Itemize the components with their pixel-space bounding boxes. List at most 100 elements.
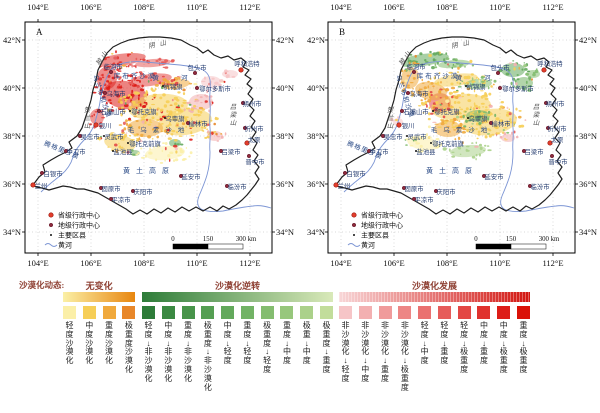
patch-speckle [170, 133, 174, 136]
patch-speckle [190, 135, 195, 137]
map-legend-label: 黄河 [58, 241, 72, 250]
legend-item-label: 极 重 度 ↓ 非 沙 漠 化 [203, 321, 212, 392]
legend-item-label: 极 重 度 ↓ 重 度 [322, 321, 331, 374]
patch-speckle [506, 131, 510, 134]
patch-speckle [466, 87, 471, 91]
patch-speckle [521, 68, 524, 71]
patch-speckle [483, 131, 486, 134]
patch-speckle [149, 111, 152, 114]
patch-speckle [110, 93, 113, 96]
patch-speckle [493, 125, 498, 129]
county-dot [103, 135, 105, 137]
legend-group-name: 沙漠化发展 [411, 281, 458, 291]
provincial-capital-dot [93, 122, 99, 128]
lat-label-left: 40°N [306, 82, 325, 93]
scale-bar-white [207, 243, 244, 250]
patch-speckle [457, 110, 461, 114]
patch-speckle [445, 96, 449, 100]
patch-speckle [443, 106, 446, 111]
patch-speckle [495, 117, 500, 121]
patch-speckle [176, 99, 180, 102]
patch-speckle [175, 131, 179, 134]
physio-label-mountain: 贺兰山 [84, 106, 92, 130]
patch-speckle [499, 105, 504, 108]
patch-speckle [495, 132, 500, 135]
city-label: 临汾市 [531, 182, 550, 191]
patch-speckle [144, 75, 148, 79]
lat-label-right: 34°N [276, 226, 295, 237]
patch-speckle [475, 93, 478, 98]
patch-speckle [125, 132, 128, 134]
patch-speckle [121, 136, 126, 139]
city-label: 忻州市 [548, 124, 567, 133]
patch-speckle [166, 128, 171, 132]
legend-swatch [398, 306, 412, 319]
patch-speckle [484, 144, 487, 147]
lon-label-top: 110°E [489, 2, 511, 12]
map-legend-label: 省级行政中心 [361, 211, 403, 220]
patch-speckle [143, 113, 148, 117]
county-dot [50, 234, 52, 236]
patch-speckle [124, 98, 127, 103]
patch-speckle [434, 66, 438, 69]
provincial-capital-dot [48, 212, 54, 218]
patch-speckle [136, 138, 140, 140]
patch-speckle [188, 109, 191, 112]
city-label: 庆阳市 [134, 187, 153, 196]
patch-speckle [458, 82, 461, 85]
patch-speckle [455, 89, 459, 92]
patch-speckle [211, 77, 215, 80]
patch-speckle [220, 133, 223, 135]
physio-label-mountain: 吕梁山 [533, 103, 540, 127]
prefecture-capital-dot [351, 222, 357, 228]
patch-blob [127, 119, 163, 137]
patch-speckle [201, 126, 204, 129]
patch-speckle [125, 65, 128, 68]
patch-speckle [164, 129, 167, 133]
patch-speckle [428, 83, 432, 85]
patch-speckle [195, 99, 200, 102]
patch-speckle [103, 65, 106, 69]
patch-speckle [159, 116, 162, 119]
patch-speckle [169, 104, 173, 106]
patch-speckle [439, 97, 442, 99]
patch-speckle [463, 81, 465, 85]
char: 吕 [230, 103, 237, 111]
patch-speckle [478, 79, 480, 83]
patch-speckle [525, 80, 528, 84]
legend-item-label: 极 重 度 沙 漠 化 [124, 321, 133, 374]
physio-label-riverlab: 黄河 [153, 73, 210, 82]
patch-speckle [486, 80, 489, 82]
city-label: 延安市 [182, 172, 201, 181]
patch-speckle [136, 79, 140, 82]
patch-speckle [133, 78, 136, 81]
patch-speckle [129, 102, 132, 107]
patch-speckle [134, 111, 137, 115]
legend-swatch [280, 306, 294, 319]
patch-speckle [169, 151, 174, 155]
patch-speckle [107, 146, 110, 148]
scale-bar-white [510, 243, 547, 250]
patch-speckle [505, 113, 510, 117]
patch-speckle [173, 144, 178, 148]
char: 兰 [84, 114, 91, 122]
legend-item-label: 非 沙 漠 化 ↓ 中 度 [361, 321, 370, 383]
patch-speckle [110, 109, 115, 112]
patch-speckle [453, 129, 457, 131]
patch-speckle [506, 106, 509, 110]
patch-speckle [183, 117, 186, 119]
patch-speckle [183, 108, 186, 112]
city-label: 晋中市 [549, 157, 568, 166]
patch-speckle [92, 91, 97, 94]
city-label: 盐池县 [114, 147, 133, 156]
patch-speckle [466, 149, 470, 152]
legend-item-label: 重 度 ↓ 极 重 度 [519, 321, 528, 374]
patch-speckle [478, 153, 481, 157]
patch-speckle [145, 102, 148, 106]
prefecture-capital-dot [521, 148, 527, 154]
city-label: 银川 [99, 121, 112, 130]
patch-speckle [409, 53, 413, 56]
city-label: 朔州市 [546, 99, 565, 108]
patch-speckle [404, 79, 408, 83]
